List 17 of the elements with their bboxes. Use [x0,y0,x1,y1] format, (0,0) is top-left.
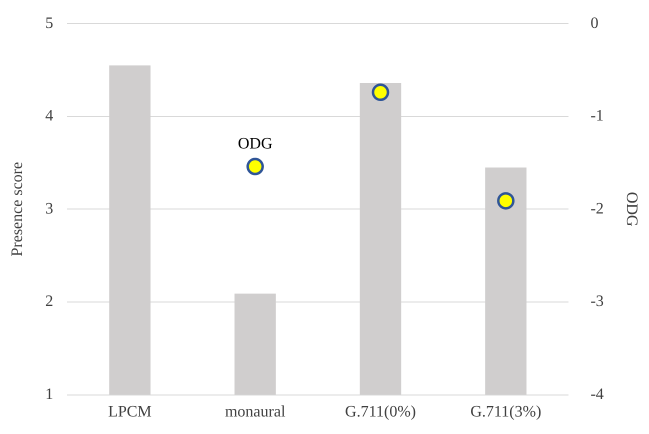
y2-axis-title: ODG [623,192,640,227]
y-tick-label: 1 [45,386,54,404]
y2-tick-label: -4 [590,386,604,404]
x-tick-label: G.711(0%) [345,404,416,421]
y2-tick-label: -1 [590,108,604,125]
y-tick-label: 2 [45,293,54,310]
y2-tick-label: -2 [590,200,604,218]
x-tick-label: LPCM [108,404,152,421]
y-tick-label: 4 [45,108,54,125]
series-label: ODG [238,136,273,153]
x-tick-label: monaural [224,404,286,421]
x-tick-label: G.711(3%) [470,404,542,421]
y-tick-label: 3 [45,200,54,218]
y-axis-title: Presence score [8,162,26,257]
y-tick-label: 5 [45,14,54,32]
y2-tick-label: -3 [590,293,604,310]
y2-tick-label: 0 [590,14,598,32]
